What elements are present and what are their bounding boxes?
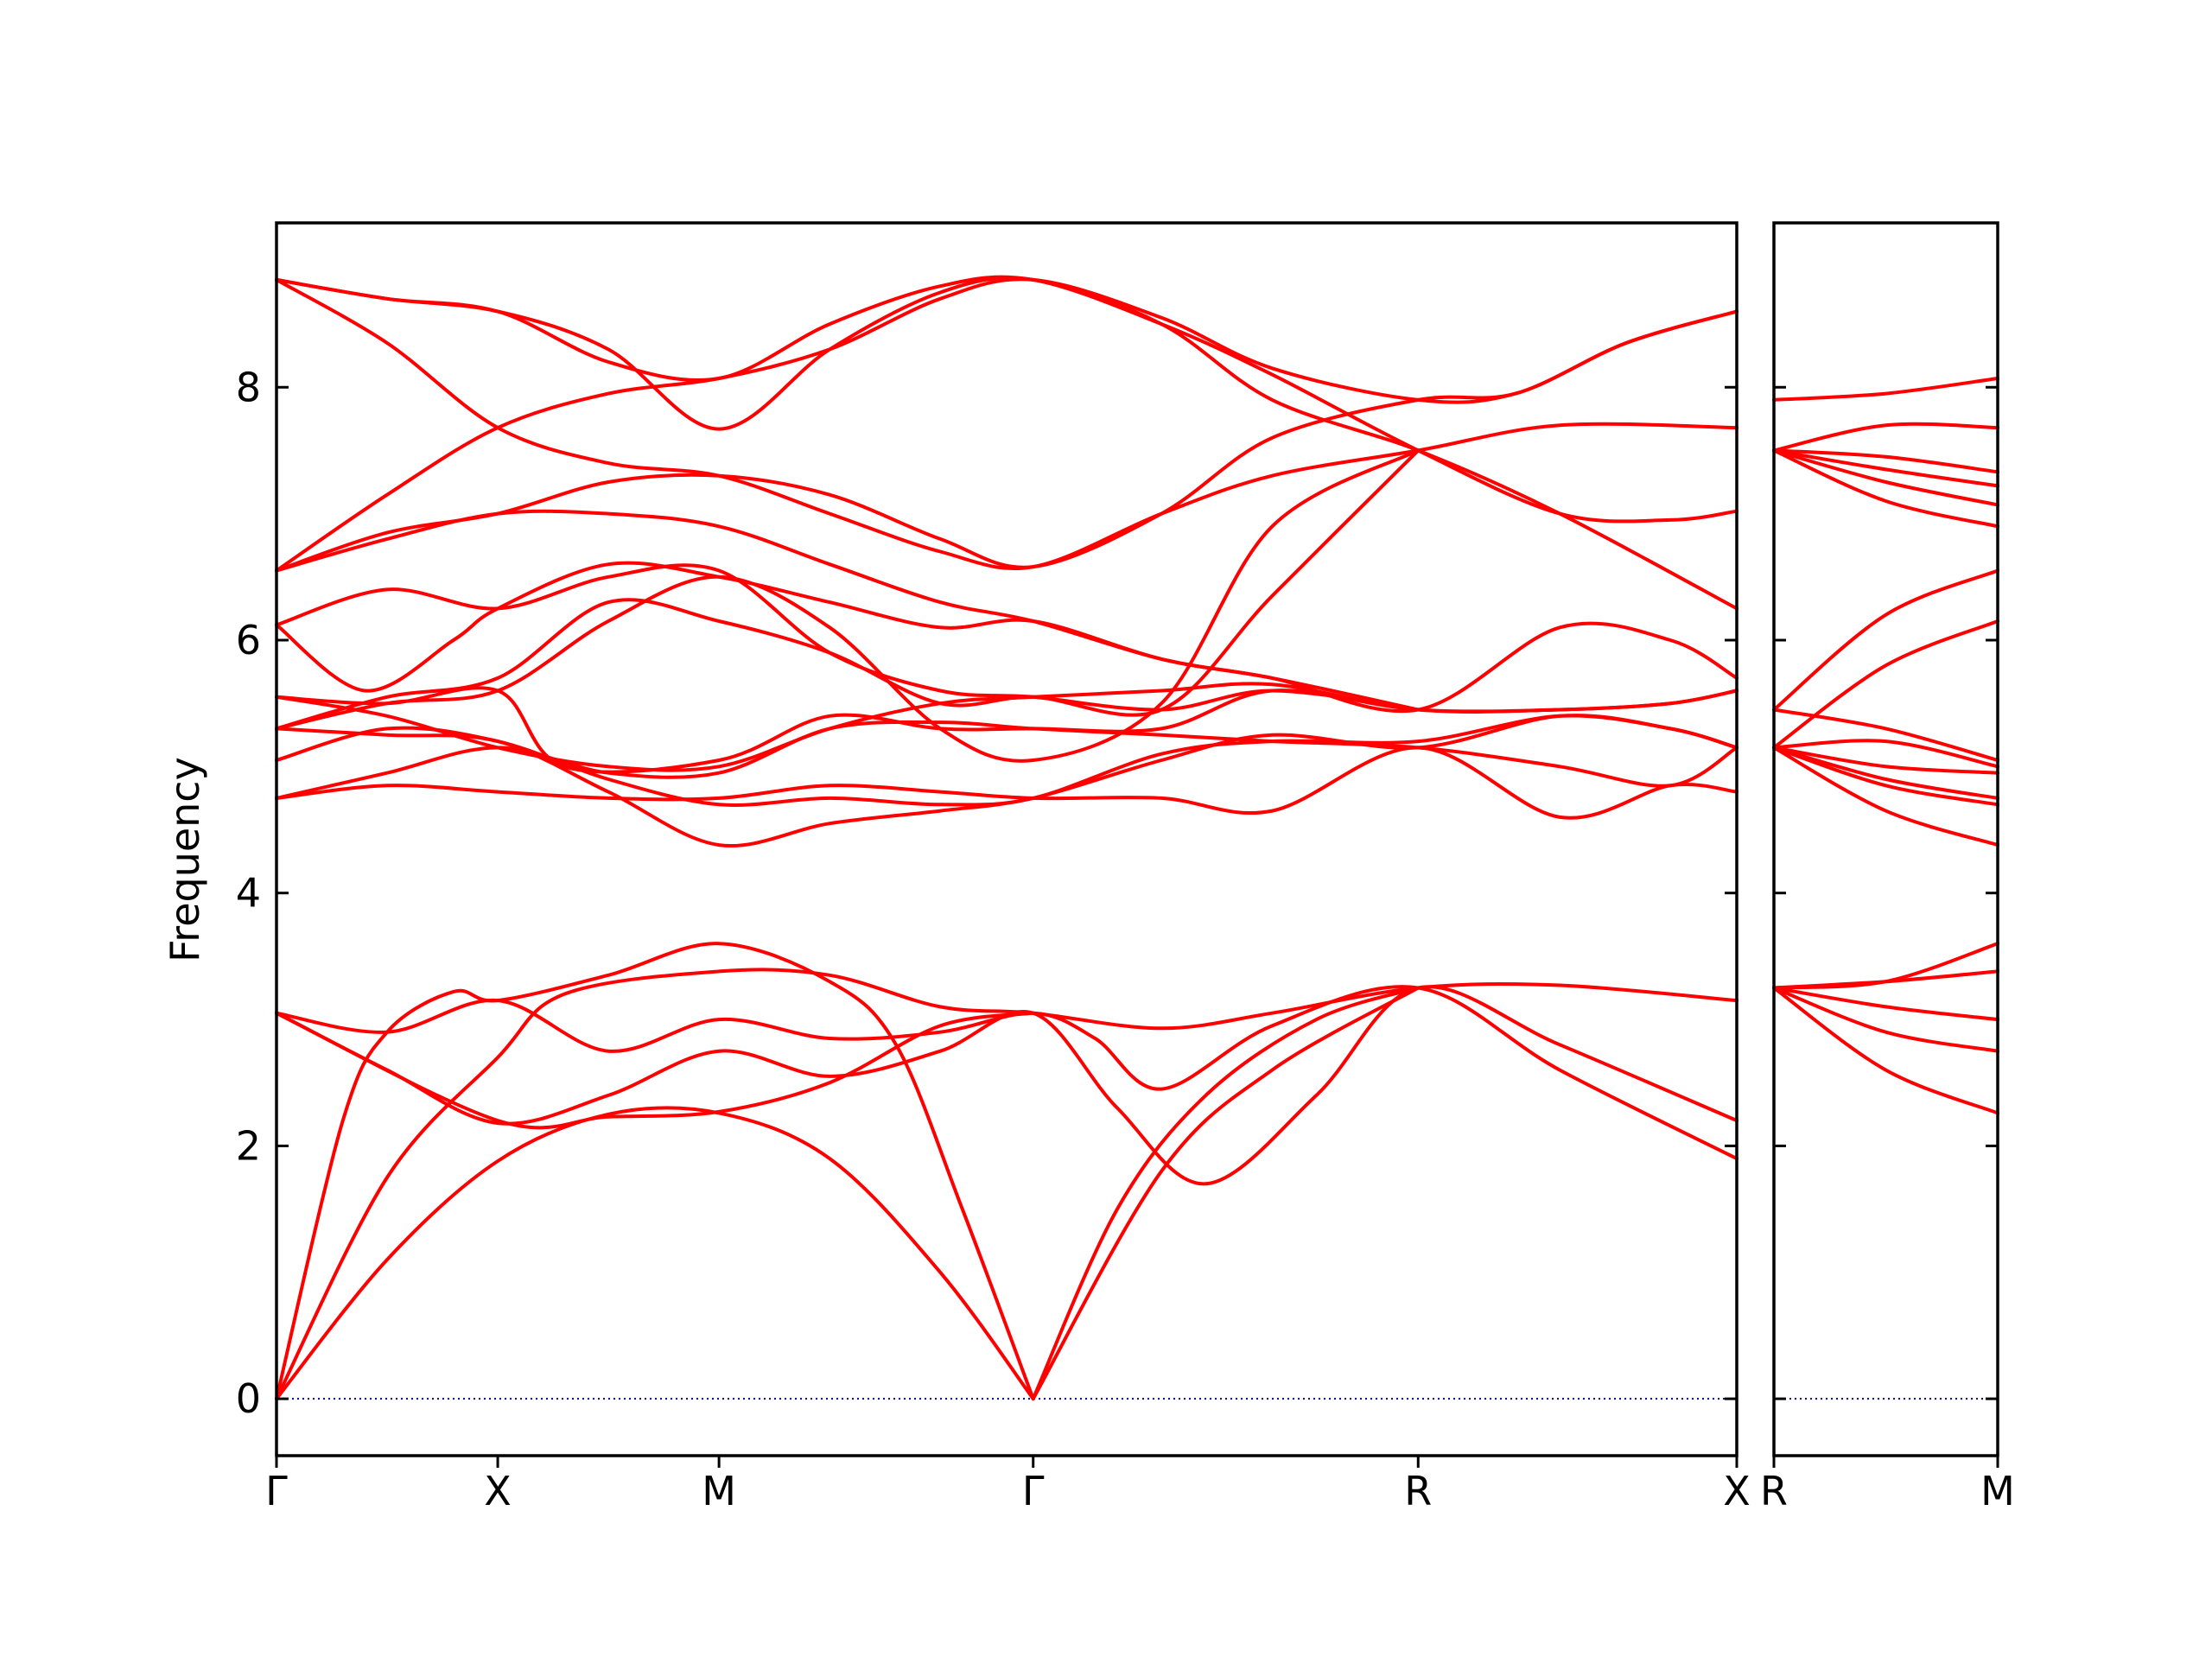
plot-frame-main <box>275 221 1738 1457</box>
band-right-15 <box>1772 448 1999 507</box>
band-main-16 <box>275 448 1421 763</box>
panel-main: 0 2 4 6 8 Γ X M Γ R X <box>236 221 1751 1514</box>
x-tick-label: M <box>1980 1468 2015 1514</box>
band-main-21 <box>275 509 1421 712</box>
band-main-6 <box>275 1011 1035 1130</box>
band-right-10 <box>1772 746 1999 847</box>
band-right-4 <box>1772 986 1999 1053</box>
band-main-20 <box>275 309 1738 573</box>
band-right-17 <box>1772 448 1999 474</box>
band-right-2 <box>1772 969 1999 990</box>
y-tick-label: 0 <box>236 1375 261 1422</box>
x-tick-label: R <box>1404 1468 1432 1514</box>
band-main-10 <box>275 746 1738 820</box>
band-right-3 <box>1772 986 1999 1022</box>
band-main-8 <box>1031 986 1421 1401</box>
x-tick-label: Γ <box>265 1468 288 1514</box>
band-main-15 <box>275 448 1421 731</box>
band-right-5 <box>1772 986 1999 1115</box>
y-tick-label: 6 <box>236 617 261 663</box>
band-main-9 <box>275 720 1738 800</box>
band-main-18 <box>275 563 1421 712</box>
band-right-9 <box>1772 746 1999 807</box>
band-main-24 <box>275 275 1738 524</box>
band-main-14 <box>275 686 1738 774</box>
band-main-7 <box>1031 986 1421 1401</box>
band-main-1 <box>275 968 1738 1401</box>
band-right-12 <box>1772 619 1999 750</box>
band-right-18 <box>1772 422 1999 453</box>
x-tick-label: X <box>1723 1468 1751 1514</box>
band-main-3 <box>275 1106 1035 1401</box>
y-tick-label: 8 <box>236 364 261 410</box>
band-right-16 <box>1772 448 1999 488</box>
y-axis-label: Frequency <box>162 757 208 962</box>
x-tick-label: Γ <box>1022 1468 1045 1514</box>
band-right-19 <box>1772 377 1999 402</box>
x-tick-label: R <box>1760 1468 1788 1514</box>
y-tick-label: 2 <box>236 1122 261 1169</box>
band-main-22 <box>275 276 1738 611</box>
plot-frame-right <box>1772 221 1999 1457</box>
band-main-2 <box>275 942 1035 1401</box>
band-main-23 <box>275 277 1738 571</box>
band-right-7 <box>1772 746 1999 775</box>
x-tick-label: X <box>484 1468 512 1514</box>
band-main-12 <box>275 714 1738 848</box>
band-main-17 <box>275 561 1738 714</box>
x-tick-label: M <box>702 1468 736 1514</box>
band-right-6 <box>1772 739 1999 769</box>
band-right-13 <box>1772 568 1999 712</box>
band-right-11 <box>1772 708 1999 762</box>
band-right-14 <box>1772 448 1999 529</box>
y-tick-label: 4 <box>236 870 261 917</box>
